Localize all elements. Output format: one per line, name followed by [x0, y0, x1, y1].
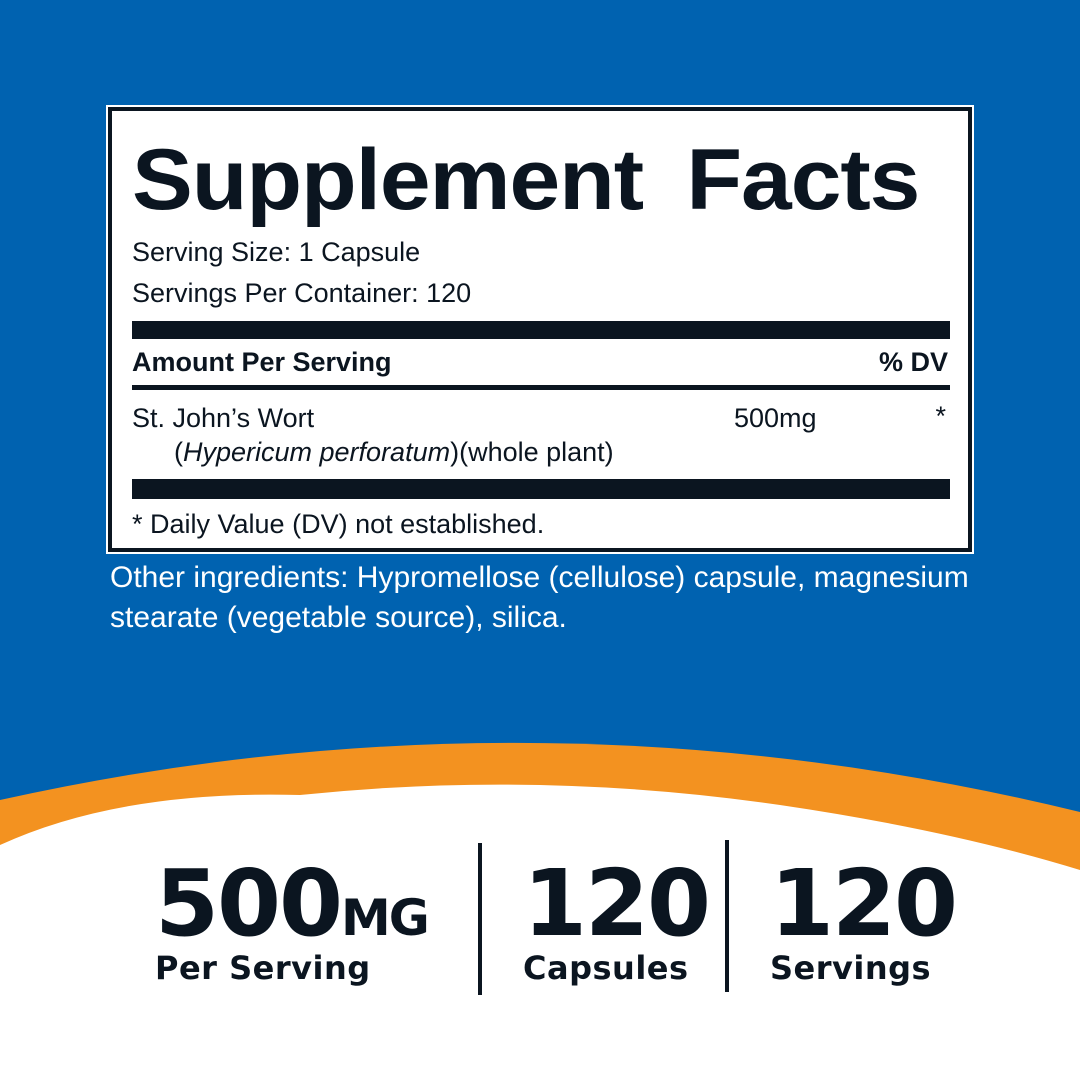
stat-divider — [478, 843, 482, 995]
stat-value: 120 — [770, 850, 958, 957]
dv-header: % DV — [878, 347, 948, 377]
ingredient-part: (whole plant) — [459, 437, 614, 467]
stat-value: 120 — [523, 850, 711, 957]
stat-label: Servings — [770, 949, 932, 987]
footnote: * Daily Value (DV) not established. — [132, 509, 545, 539]
ingredient-latin: Hypericum perforatum — [183, 437, 451, 467]
stat-label: Capsules — [523, 949, 689, 987]
divider-thin — [132, 385, 950, 390]
divider-thick — [132, 321, 950, 339]
stat-per-serving: 500MG Per Serving — [155, 850, 430, 987]
white-footer — [0, 784, 1080, 1080]
serving-size: Serving Size: 1 Capsule — [132, 237, 421, 267]
stat-servings: 120 Servings — [770, 850, 958, 987]
ingredient-source: (Hypericum perforatum)(whole plant) — [174, 437, 614, 467]
stat-unit: MG — [341, 889, 430, 947]
stat-capsules: 120 Capsules — [523, 850, 711, 987]
panel-title: Supplement Facts — [132, 132, 920, 228]
stat-divider — [725, 840, 729, 992]
other-ingredients: Other ingredients: Hypromellose (cellulo… — [110, 561, 969, 634]
stat-value: 500 — [155, 850, 343, 957]
servings-per-container: Servings Per Container: 120 — [132, 278, 472, 308]
divider-thick-bottom — [132, 479, 950, 499]
supplement-facts-panel: Supplement Facts Serving Size: 1 Capsule… — [106, 105, 974, 554]
ingredient-amount: 500mg — [734, 403, 817, 433]
ingredient-name: St. John’s Wort — [132, 403, 315, 433]
stat-label: Per Serving — [155, 949, 371, 987]
ingredient-dv: * — [935, 401, 946, 431]
amount-per-serving-header: Amount Per Serving — [132, 347, 392, 377]
